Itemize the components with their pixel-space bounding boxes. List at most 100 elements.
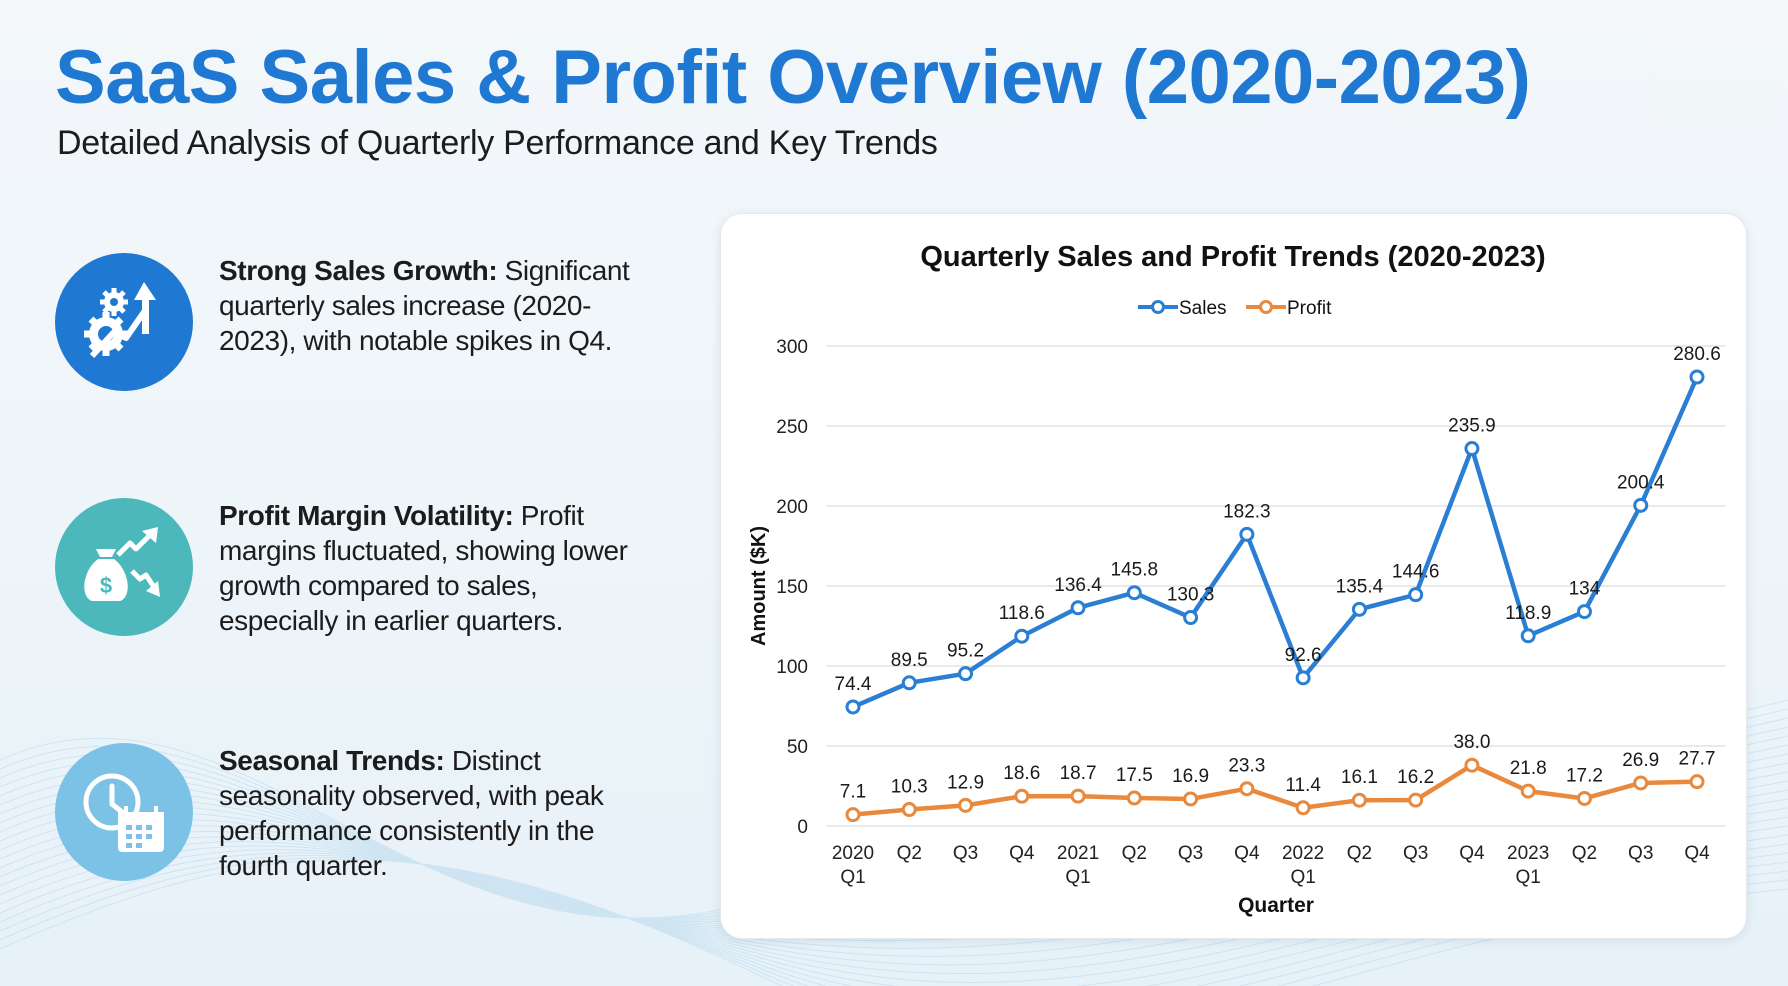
sales-data-label: 134: [1569, 579, 1601, 600]
sales-data-label: 118.9: [1505, 603, 1551, 624]
insight-icon-circle: [55, 253, 193, 391]
y-tick-label: 50: [787, 737, 808, 758]
legend-marker: [1151, 300, 1165, 314]
profit-data-label: 18.6: [1003, 763, 1040, 784]
gears-growth-arrow-icon: [84, 282, 156, 359]
x-tick-label: Q4: [1009, 843, 1035, 864]
insight-icon-circle: $: [55, 498, 193, 636]
x-tick-label: Q3: [1178, 843, 1203, 864]
profit-line: [852, 762, 1698, 817]
y-tick-label: 250: [776, 417, 808, 438]
sales-data-label: 235.9: [1448, 416, 1496, 437]
x-tick-label: Q3: [1628, 843, 1653, 864]
sales-data-label: 135.4: [1336, 576, 1384, 597]
x-tick-label: 2021 Q1: [1057, 843, 1099, 888]
chart-legend: Sales Profit: [1138, 298, 1332, 319]
profit-data-label: 17.5: [1116, 765, 1153, 786]
y-axis-ticks: 0 50 100 150 200 250 300: [776, 337, 808, 838]
insight-heading: Strong Sales Growth:: [219, 255, 498, 286]
profit-data-label: 16.1: [1341, 767, 1378, 788]
sales-data-label: 182.3: [1223, 501, 1271, 522]
legend-item-profit: Profit: [1246, 298, 1332, 319]
sales-point: [958, 666, 974, 682]
sales-data-label: 74.4: [835, 674, 872, 695]
chart-gridlines: [826, 345, 1726, 827]
x-tick-label: 2020 Q1: [832, 843, 874, 888]
insight-text: Profit Margin Volatility: Profit margins…: [219, 498, 659, 638]
profit-data-label: 7.1: [840, 782, 866, 803]
x-axis-ticks: 2020 Q1 Q2 Q3 Q4 2021 Q1 Q2 Q3 Q4 2022 Q1 Q2 Q3 Q4 2023…: [832, 843, 1710, 888]
x-tick-label: Q2: [1572, 843, 1597, 864]
page-title: SaaS Sales & Profit Overview (2020-2023): [55, 35, 1531, 120]
profit-point: [1295, 800, 1311, 816]
svg-text:$: $: [100, 573, 112, 598]
insight-body: Significant quarterly sales increase (20…: [219, 255, 630, 356]
insight-seasonal-trends: Seasonal Trends: Distinct seasonality ob…: [55, 743, 695, 883]
sales-point: [1014, 628, 1030, 644]
insight-heading: Seasonal Trends:: [219, 745, 445, 776]
sales-point: [1239, 526, 1255, 542]
profit-point: [1576, 790, 1592, 806]
profit-data-label: 12.9: [947, 772, 984, 793]
insight-body: Profit margins fluctuated, showing lower…: [219, 500, 628, 636]
profit-point: [1633, 775, 1649, 791]
sales-data-label: 92.6: [1285, 645, 1322, 666]
x-tick-label: Q2: [1347, 843, 1372, 864]
sales-point: [1689, 369, 1705, 385]
profit-point: [1689, 774, 1705, 790]
clock-calendar-icon: [83, 773, 164, 852]
x-tick-label: Q4: [1234, 843, 1260, 864]
x-tick-label: Q2: [1122, 843, 1147, 864]
legend-label: Sales: [1179, 298, 1227, 319]
sales-point: [1070, 600, 1086, 616]
sales-point: [1576, 604, 1592, 620]
sales-point: [1520, 628, 1536, 644]
sales-point: [1295, 670, 1311, 686]
profit-data-label: 16.9: [1172, 766, 1209, 787]
x-tick-label: Q4: [1459, 843, 1485, 864]
sales-point: [1633, 497, 1649, 513]
sales-point: [1408, 587, 1424, 603]
y-tick-label: 100: [776, 657, 808, 678]
profit-point: [1126, 790, 1142, 806]
y-tick-label: 0: [797, 817, 808, 838]
insight-body: Distinct seasonality observed, with peak…: [219, 745, 604, 881]
sales-point: [845, 699, 861, 715]
chart-card: Quarterly Sales and Profit Trends (2020-…: [720, 213, 1747, 939]
insight-text: Strong Sales Growth: Significant quarter…: [219, 253, 659, 358]
profit-data-label: 26.9: [1622, 750, 1659, 771]
profit-point: [1239, 781, 1255, 797]
x-tick-label: Q4: [1684, 843, 1710, 864]
profit-point: [1464, 757, 1480, 773]
sales-data-label: 145.8: [1111, 560, 1159, 581]
profit-point: [1520, 783, 1536, 799]
insight-sales-growth: Strong Sales Growth: Significant quarter…: [55, 253, 695, 393]
sales-data-label: 130.3: [1167, 585, 1215, 606]
sales-data-label: 95.2: [947, 641, 984, 662]
profit-point: [958, 797, 974, 813]
profit-point: [901, 802, 917, 818]
sales-data-label: 118.6: [999, 603, 1045, 624]
legend-item-sales: Sales: [1138, 298, 1227, 319]
profit-data-label: 21.8: [1510, 758, 1547, 779]
x-axis-label: Quarter: [1238, 894, 1314, 917]
insight-profit-volatility: $ Profit Margin Volatility: Profit margi…: [55, 498, 695, 638]
x-tick-label: Q3: [953, 843, 978, 864]
data-labels: 74.4 89.5 95.2 118.6 136.4 145.8 130.3 182.3 92.…: [835, 344, 1721, 803]
sales-point: [1464, 441, 1480, 457]
x-tick-label: Q3: [1403, 843, 1428, 864]
sales-point: [1351, 601, 1367, 617]
profit-data-label: 11.4: [1285, 775, 1321, 796]
profit-point: [1408, 792, 1424, 808]
insight-heading: Profit Margin Volatility:: [219, 500, 514, 531]
profit-data-label: 23.3: [1228, 756, 1265, 777]
sales-data-label: 136.4: [1054, 575, 1102, 596]
sales-data-label: 89.5: [891, 650, 928, 671]
sales-point: [1183, 610, 1199, 626]
sales-data-label: 144.6: [1392, 562, 1440, 583]
profit-data-label: 10.3: [891, 777, 928, 798]
legend-marker: [1259, 300, 1273, 314]
y-tick-label: 150: [776, 577, 808, 598]
profit-data-label: 18.7: [1060, 763, 1097, 784]
profit-data-label: 16.2: [1397, 767, 1434, 788]
